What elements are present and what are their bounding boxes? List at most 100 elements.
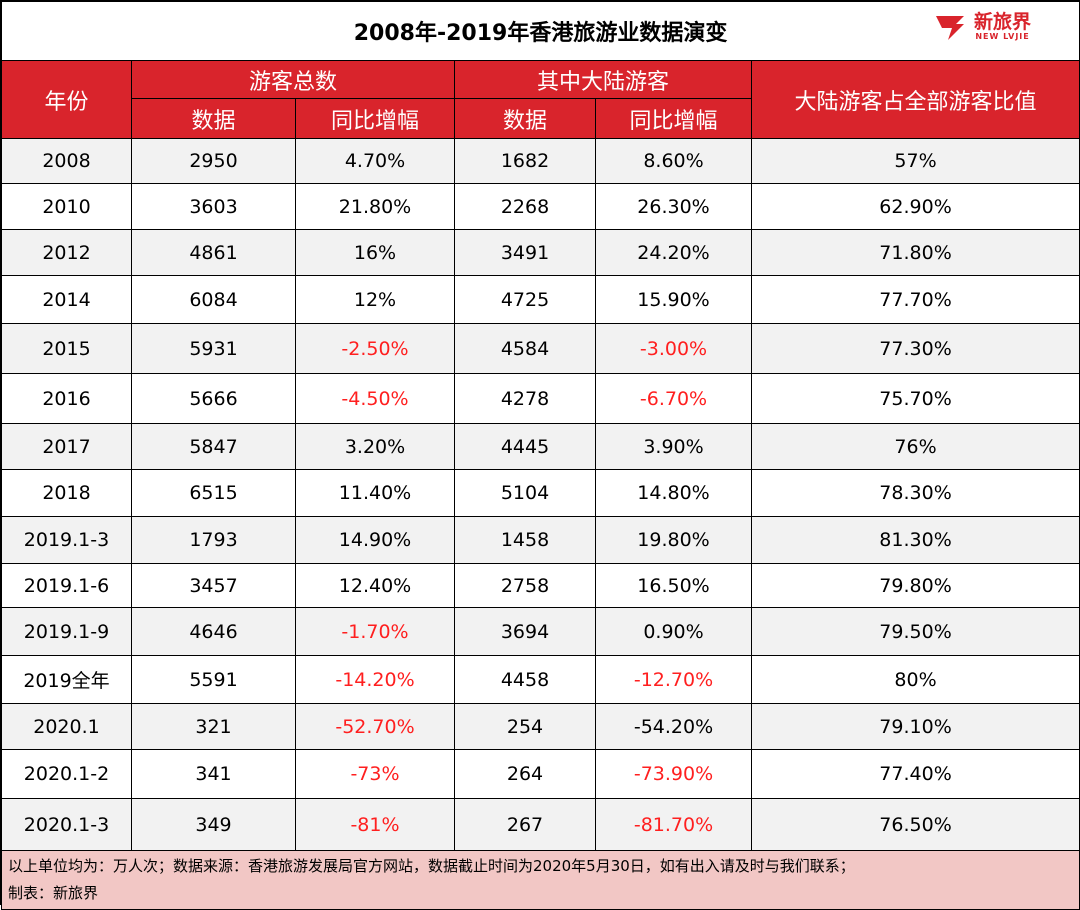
cell-mainland-yoy: 16.50% — [595, 563, 752, 608]
cell-ratio: 75.70% — [750, 373, 1080, 424]
cell-year: 2019.1-3 — [1, 516, 132, 564]
cell-mainland: 1682 — [454, 138, 596, 184]
cell-mainland: 264 — [454, 749, 596, 799]
cell-ratio: 80% — [750, 655, 1080, 704]
header-total-data: 数据 — [131, 98, 296, 139]
cell-total-yoy: 21.80% — [295, 183, 455, 230]
cell-mainland: 1458 — [454, 516, 596, 564]
table-row: 2020.1 321 -52.70% 254 -54.20% 79.10% — [1, 703, 1080, 750]
cell-total: 5847 — [131, 423, 296, 470]
cell-ratio: 57% — [750, 138, 1080, 184]
cell-ratio: 71.80% — [750, 229, 1080, 276]
cell-total: 341 — [131, 749, 296, 799]
logo-mark-icon — [936, 16, 965, 40]
cell-mainland-yoy: 15.90% — [595, 275, 752, 324]
cell-total-yoy: 12.40% — [295, 563, 455, 608]
brand-logo: 新旅界 NEW LVJIE — [934, 12, 1031, 42]
table-title: 2008年-2019年香港旅游业数据演变 — [353, 21, 728, 46]
cell-total: 349 — [131, 798, 296, 851]
cell-total-yoy: -52.70% — [295, 703, 455, 750]
cell-mainland-yoy: 24.20% — [595, 229, 752, 276]
cell-total: 2950 — [131, 138, 296, 184]
table-row: 2010 3603 21.80% 2268 26.30% 62.90% — [1, 183, 1080, 230]
header-year: 年份 — [1, 60, 132, 139]
cell-total-yoy: -73% — [295, 749, 455, 799]
cell-mainland: 2268 — [454, 183, 596, 230]
cell-mainland-yoy: 26.30% — [595, 183, 752, 230]
cell-year: 2019.1-6 — [1, 563, 132, 608]
cell-ratio: 79.10% — [750, 703, 1080, 750]
footer-line-1: 以上单位均为：万人次；数据来源：香港旅游发展局官方网站，数据截止时间为2020年… — [8, 857, 855, 875]
cell-year: 2017 — [1, 423, 132, 470]
logo-cn-text: 新旅界 — [974, 11, 1032, 33]
cell-total-yoy: 3.20% — [295, 423, 455, 470]
cell-total: 1793 — [131, 516, 296, 564]
table-row: 2020.1-3 349 -81% 267 -81.70% 76.50% — [1, 798, 1080, 851]
table-row: 2014 6084 12% 4725 15.90% 77.70% — [1, 275, 1080, 324]
cell-total-yoy: 14.90% — [295, 516, 455, 564]
cell-mainland-yoy: -12.70% — [595, 655, 752, 704]
header-mainland-group: 其中大陆游客 — [454, 60, 752, 99]
cell-mainland-yoy: -6.70% — [595, 373, 752, 424]
cell-total: 3457 — [131, 563, 296, 608]
logo-en-text: NEW LVJIE — [975, 32, 1030, 41]
table-row: 2019全年 5591 -14.20% 4458 -12.70% 80% — [1, 655, 1080, 704]
cell-mainland: 254 — [454, 703, 596, 750]
cell-total-yoy: 11.40% — [295, 469, 455, 517]
cell-year: 2010 — [1, 183, 132, 230]
header-mainland-data: 数据 — [454, 98, 596, 139]
cell-year: 2018 — [1, 469, 132, 517]
cell-total: 5591 — [131, 655, 296, 704]
cell-mainland-yoy: -54.20% — [595, 703, 752, 750]
header-mainland-yoy: 同比增幅 — [595, 98, 752, 139]
cell-total: 321 — [131, 703, 296, 750]
table-row: 2016 5666 -4.50% 4278 -6.70% 75.70% — [1, 373, 1080, 424]
cell-mainland-yoy: 0.90% — [595, 607, 752, 656]
cell-mainland: 3694 — [454, 607, 596, 656]
cell-mainland: 4278 — [454, 373, 596, 424]
cell-total-yoy: -14.20% — [295, 655, 455, 704]
table-row: 2015 5931 -2.50% 4584 -3.00% 77.30% — [1, 323, 1080, 374]
cell-mainland-yoy: -81.70% — [595, 798, 752, 851]
cell-year: 2020.1 — [1, 703, 132, 750]
header-ratio: 大陆游客占全部游客比值 — [750, 60, 1080, 139]
cell-mainland-yoy: 19.80% — [595, 516, 752, 564]
cell-mainland-yoy: -73.90% — [595, 749, 752, 799]
cell-year: 2020.1-2 — [1, 749, 132, 799]
cell-mainland-yoy: -3.00% — [595, 323, 752, 374]
cell-mainland: 4584 — [454, 323, 596, 374]
cell-total-yoy: -1.70% — [295, 607, 455, 656]
cell-mainland: 3491 — [454, 229, 596, 276]
cell-total-yoy: -81% — [295, 798, 455, 851]
cell-total-yoy: -2.50% — [295, 323, 455, 374]
table-row: 2018 6515 11.40% 5104 14.80% 78.30% — [1, 469, 1080, 517]
cell-ratio: 81.30% — [750, 516, 1080, 564]
cell-year: 2020.1-3 — [1, 798, 132, 851]
cell-mainland: 5104 — [454, 469, 596, 517]
cell-ratio: 76.50% — [750, 798, 1080, 851]
cell-ratio: 78.30% — [750, 469, 1080, 517]
cell-year: 2014 — [1, 275, 132, 324]
cell-total: 5666 — [131, 373, 296, 424]
cell-ratio: 79.50% — [750, 607, 1080, 656]
cell-total-yoy: 16% — [295, 229, 455, 276]
header-total-group: 游客总数 — [131, 60, 455, 99]
cell-ratio: 77.40% — [750, 749, 1080, 799]
footer-note: 以上单位均为：万人次；数据来源：香港旅游发展局官方网站，数据截止时间为2020年… — [0, 850, 1080, 910]
cell-total: 4861 — [131, 229, 296, 276]
table-row: 2019.1-6 3457 12.40% 2758 16.50% 79.80% — [1, 563, 1080, 608]
cell-year: 2019.1-9 — [1, 607, 132, 656]
cell-total: 3603 — [131, 183, 296, 230]
table-row: 2017 5847 3.20% 4445 3.90% 76% — [1, 423, 1080, 470]
table-row: 2019.1-3 1793 14.90% 1458 19.80% 81.30% — [1, 516, 1080, 564]
cell-total: 6515 — [131, 469, 296, 517]
cell-mainland: 4458 — [454, 655, 596, 704]
cell-mainland: 4445 — [454, 423, 596, 470]
cell-ratio: 79.80% — [750, 563, 1080, 608]
cell-total-yoy: 12% — [295, 275, 455, 324]
cell-total-yoy: 4.70% — [295, 138, 455, 184]
cell-ratio: 76% — [750, 423, 1080, 470]
cell-total: 4646 — [131, 607, 296, 656]
